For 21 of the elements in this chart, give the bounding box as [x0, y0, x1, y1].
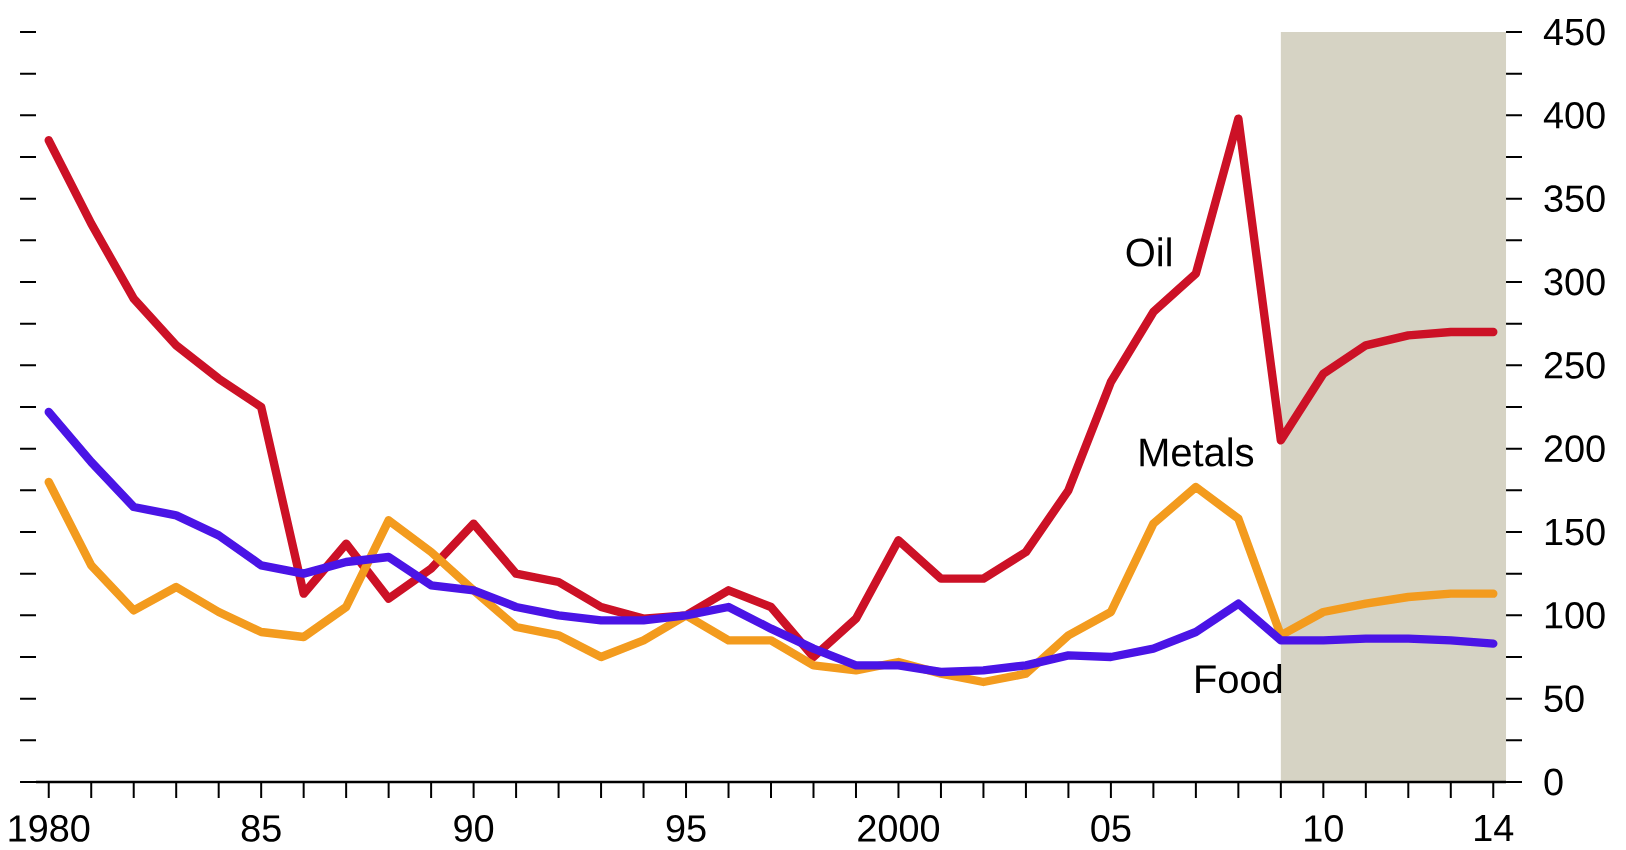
y-tick-label: 450: [1543, 18, 1605, 46]
series-label: Food: [1196, 664, 1282, 694]
y-tick-label: 300: [1544, 268, 1605, 296]
x-tick-label: 90: [454, 815, 494, 842]
y-tick-label: 100: [1545, 601, 1605, 629]
x-tick-label: 05: [1091, 815, 1131, 842]
x-tick-label: 10: [1305, 815, 1343, 842]
y-tick-label: 350: [1544, 185, 1605, 213]
y-tick-label: 0: [1544, 768, 1563, 796]
y-tick-label: 250: [1544, 351, 1605, 379]
series-label: Metals: [1140, 437, 1254, 467]
y-tick-label: 150: [1545, 518, 1605, 546]
y-tick-label: 200: [1544, 435, 1605, 463]
x-tick-label: 1980: [9, 815, 90, 842]
y-tick-label: 50: [1544, 685, 1584, 713]
x-tick-label: 95: [666, 815, 706, 842]
x-tick-label: 2000: [858, 815, 940, 842]
x-tick-label: 14: [1475, 815, 1514, 842]
y-tick-label: 400: [1543, 101, 1605, 129]
x-tick-label: 85: [241, 815, 281, 842]
series-label: Oil: [1126, 237, 1171, 267]
